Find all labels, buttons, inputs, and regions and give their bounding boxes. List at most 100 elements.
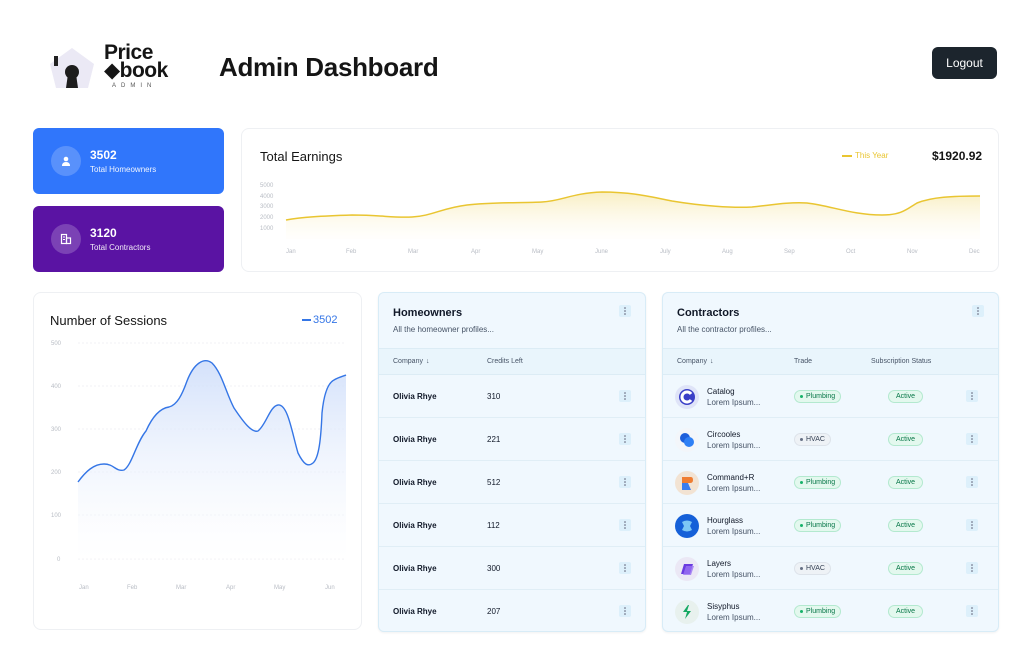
svg-text:300: 300: [51, 427, 62, 433]
arrow-down-icon: ↓: [425, 358, 430, 365]
svg-text:Oct: Oct: [846, 249, 856, 255]
earnings-chart: 5000 4000 3000 2000 1000 Jan Feb Mar Apr May June…: [260, 183, 981, 255]
row-options-icon[interactable]: [966, 390, 978, 402]
svg-text:5000: 5000: [260, 183, 274, 189]
row-options-icon[interactable]: [966, 519, 978, 531]
svg-text:400: 400: [51, 384, 62, 390]
row-options-icon[interactable]: [966, 605, 978, 617]
table-subtitle: All the contractor profiles...: [677, 325, 772, 334]
row-options-icon[interactable]: [619, 562, 631, 574]
stat-value: 3120: [90, 226, 117, 240]
table-row[interactable]: Olivia Rhye 310: [379, 375, 645, 418]
svg-text:500: 500: [51, 341, 62, 347]
circooles-logo-icon: [675, 428, 699, 452]
logo-wordmark: Price ◆book: [104, 41, 168, 82]
layers-logo-icon: [675, 557, 699, 581]
table-row[interactable]: Olivia Rhye 207: [379, 590, 645, 631]
stat-card-homeowners[interactable]: 3502 Total Homeowners: [33, 128, 224, 194]
svg-text:2000: 2000: [260, 215, 274, 221]
building-icon: [51, 224, 81, 254]
svg-text:Feb: Feb: [346, 249, 357, 255]
status-badge: Active: [888, 390, 924, 403]
trade-badge: Plumbing: [794, 605, 842, 618]
status-badge: Active: [888, 476, 924, 489]
row-options-icon[interactable]: [619, 605, 631, 617]
logout-button[interactable]: Logout: [932, 47, 997, 79]
svg-text:Apr: Apr: [471, 249, 480, 255]
commandr-logo-icon: [675, 471, 699, 495]
svg-text:3000: 3000: [260, 204, 274, 210]
svg-text:200: 200: [51, 470, 62, 476]
catalog-logo-icon: [675, 385, 699, 409]
more-options-icon[interactable]: [972, 305, 984, 317]
svg-text:Nov: Nov: [907, 249, 918, 255]
svg-text:0: 0: [57, 557, 61, 563]
earnings-title: Total Earnings: [260, 149, 343, 164]
table-header: Company ↓ Trade Subscription Status: [663, 348, 998, 375]
svg-text:June: June: [595, 249, 609, 255]
trade-badge: HVAC: [794, 562, 831, 575]
row-options-icon[interactable]: [619, 433, 631, 445]
stat-label: Total Contractors: [90, 243, 151, 252]
status-badge: Active: [888, 562, 924, 575]
trade-badge: Plumbing: [794, 390, 842, 403]
table-row[interactable]: Command+R Lorem Ipsum... Plumbing Active: [663, 461, 998, 504]
svg-text:July: July: [660, 249, 671, 255]
svg-text:May: May: [532, 249, 543, 255]
table-row[interactable]: Olivia Rhye 221: [379, 418, 645, 461]
row-options-icon[interactable]: [966, 433, 978, 445]
homeowners-table: Homeowners All the homeowner profiles...…: [378, 292, 646, 632]
house-keyhole-icon: [50, 48, 94, 88]
trade-badge: HVAC: [794, 433, 831, 446]
svg-text:100: 100: [51, 513, 62, 519]
row-options-icon[interactable]: [619, 476, 631, 488]
status-badge: Active: [888, 433, 924, 446]
table-row[interactable]: Sisyphus Lorem Ipsum... Plumbing Active: [663, 590, 998, 631]
svg-text:Mar: Mar: [176, 585, 186, 591]
sessions-chart: 500 400 300 200 100 0 Jan Feb Mar Apr May Jun: [51, 341, 347, 591]
svg-text:Dec: Dec: [969, 249, 980, 255]
table-row[interactable]: Olivia Rhye 300: [379, 547, 645, 590]
sessions-legend[interactable]: 3502: [302, 314, 337, 326]
svg-text:Aug: Aug: [722, 249, 733, 255]
table-title: Homeowners: [393, 307, 463, 319]
trade-badge: Plumbing: [794, 476, 842, 489]
table-row[interactable]: Circooles Lorem Ipsum... HVAC Active: [663, 418, 998, 461]
earnings-total: $1920.92: [932, 149, 983, 163]
svg-text:Jun: Jun: [325, 585, 335, 591]
svg-text:1000: 1000: [260, 226, 274, 232]
svg-text:Apr: Apr: [226, 585, 235, 591]
column-header-company[interactable]: Company ↓: [677, 358, 714, 365]
column-header-company[interactable]: Company ↓: [393, 358, 430, 365]
contractors-table: Contractors All the contractor profiles.…: [662, 292, 999, 632]
svg-text:Feb: Feb: [127, 585, 138, 591]
table-row[interactable]: Olivia Rhye 512: [379, 461, 645, 504]
row-options-icon[interactable]: [619, 390, 631, 402]
column-header-trade[interactable]: Trade: [794, 358, 813, 365]
table-row[interactable]: Hourglass Lorem Ipsum... Plumbing Active: [663, 504, 998, 547]
logo-subtitle: ADMIN: [112, 83, 157, 89]
more-options-icon[interactable]: [619, 305, 631, 317]
row-options-icon[interactable]: [619, 519, 631, 531]
arrow-down-icon: ↓: [709, 358, 714, 365]
stat-card-contractors[interactable]: 3120 Total Contractors: [33, 206, 224, 272]
table-title: Contractors: [677, 307, 740, 319]
row-options-icon[interactable]: [966, 562, 978, 574]
svg-text:May: May: [274, 585, 285, 591]
pricebook-logo[interactable]: Price ◆book ADMIN: [46, 42, 176, 94]
table-row[interactable]: Olivia Rhye 112: [379, 504, 645, 547]
legend-line-icon: [302, 319, 311, 321]
svg-text:Jan: Jan: [286, 249, 296, 255]
table-row[interactable]: Layers Lorem Ipsum... HVAC Active: [663, 547, 998, 590]
sessions-title: Number of Sessions: [50, 313, 168, 328]
status-badge: Active: [888, 605, 924, 618]
column-header-credits[interactable]: Credits Left: [487, 358, 523, 365]
column-header-subscription-status[interactable]: Subscription Status: [871, 358, 932, 365]
svg-text:Sep: Sep: [784, 249, 795, 255]
row-options-icon[interactable]: [966, 476, 978, 488]
status-badge: Active: [888, 519, 924, 532]
table-row[interactable]: Catalog Lorem Ipsum... Plumbing Active: [663, 375, 998, 418]
earnings-legend[interactable]: This Year: [842, 151, 888, 160]
sessions-card: Number of Sessions 3502 500 400 300 200 100 0…: [33, 292, 362, 630]
table-header: Company ↓ Credits Left: [379, 348, 645, 375]
